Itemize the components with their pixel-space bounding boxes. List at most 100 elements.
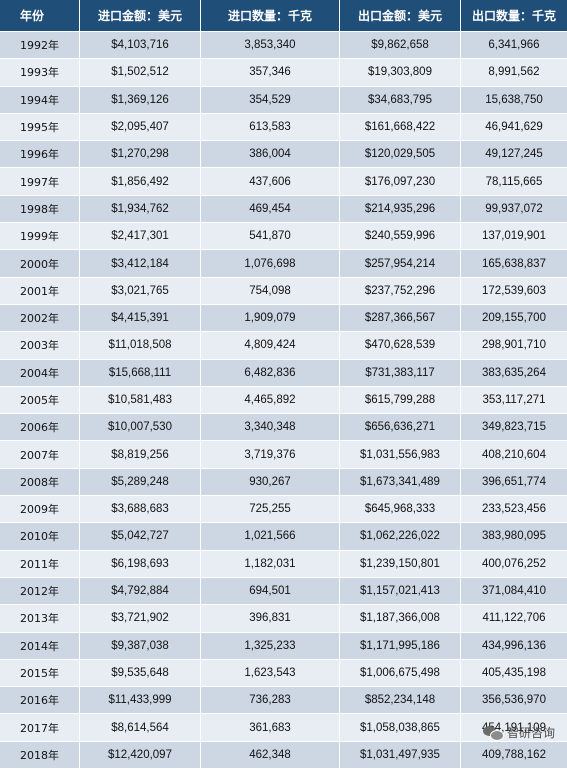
cell-export-quantity: 409,788,162: [461, 741, 567, 770]
cell-import-quantity: 354,529: [201, 86, 340, 114]
cell-export-value: $1,062,226,022: [340, 523, 461, 551]
cell-export-quantity: 46,941,629: [461, 113, 567, 142]
cell-export-value: $19,303,809: [340, 59, 461, 87]
cell-export-quantity: 396,651,774: [461, 468, 567, 497]
cell-export-value: $120,029,505: [340, 141, 461, 169]
cell-year: 2004年: [0, 359, 80, 387]
header-row: 年份 进口金额：美元 进口数量：千克 出口金额：美元 出口数量：千克: [0, 0, 567, 32]
table-row: 2001年 $3,021,765 754,098 $237,752,296 172,53…: [0, 277, 567, 305]
table-row: 2009年 $3,688,683 725,255 $645,968,333 233,52…: [0, 496, 567, 524]
cell-year: 2000年: [0, 250, 80, 278]
cell-import-quantity: 1,909,079: [201, 304, 340, 333]
cell-year: 1996年: [0, 141, 80, 169]
cell-import-value: $4,415,391: [80, 304, 201, 333]
table-row: 2015年 $9,535,648 1,623,543 $1,006,675,498 40…: [0, 659, 567, 688]
wechat-icon: [482, 725, 504, 741]
cell-import-quantity: 357,346: [201, 59, 340, 87]
cell-import-value: $1,934,762: [80, 195, 201, 224]
cell-import-quantity: 541,870: [201, 223, 340, 251]
cell-export-value: $731,383,117: [340, 359, 461, 387]
cell-import-quantity: 613,583: [201, 113, 340, 142]
table-row: 2004年 $15,668,111 6,482,836 $731,383,117 383…: [0, 359, 567, 387]
cell-import-quantity: 361,683: [201, 714, 340, 742]
cell-import-quantity: 437,606: [201, 168, 340, 196]
cell-export-quantity: 400,076,252: [461, 550, 567, 578]
cell-import-value: $12,420,097: [80, 741, 201, 770]
cell-import-quantity: 386,004: [201, 141, 340, 169]
cell-export-quantity: 78,115,665: [461, 168, 567, 196]
cell-import-value: $4,792,884: [80, 577, 201, 606]
cell-export-value: $1,031,556,983: [340, 441, 461, 469]
cell-import-value: $3,021,765: [80, 277, 201, 305]
cell-export-quantity: 383,980,095: [461, 523, 567, 551]
table-row: 2006年 $10,007,530 3,340,348 $656,636,271 349…: [0, 414, 567, 442]
cell-import-quantity: 1,325,233: [201, 632, 340, 660]
cell-year: 2001年: [0, 277, 80, 305]
cell-import-value: $1,502,512: [80, 59, 201, 87]
cell-year: 1994年: [0, 86, 80, 114]
cell-import-value: $10,007,530: [80, 414, 201, 442]
table-row: 2014年 $9,387,038 1,325,233 $1,171,995,186 43…: [0, 632, 567, 660]
cell-export-quantity: 15,638,750: [461, 86, 567, 114]
watermark: 智研咨询: [482, 724, 555, 741]
watermark-text: 智研咨询: [506, 726, 555, 740]
cell-year: 2008年: [0, 468, 80, 497]
cell-export-quantity: 99,937,072: [461, 195, 567, 224]
cell-import-value: $5,289,248: [80, 468, 201, 497]
cell-export-value: $1,239,150,801: [340, 550, 461, 578]
cell-export-value: $9,862,658: [340, 32, 461, 60]
cell-import-value: $10,581,483: [80, 386, 201, 415]
cell-export-value: $161,668,422: [340, 113, 461, 142]
cell-export-value: $1,171,995,186: [340, 632, 461, 660]
cell-year: 2017年: [0, 714, 80, 742]
cell-import-value: $1,270,298: [80, 141, 201, 169]
table-row: 2013年 $3,721,902 396,831 $1,187,366,008 411,…: [0, 605, 567, 633]
cell-export-quantity: 49,127,245: [461, 141, 567, 169]
header-year: 年份: [0, 0, 80, 32]
cell-year: 2018年: [0, 741, 80, 770]
cell-export-quantity: 172,539,603: [461, 277, 567, 305]
cell-import-value: $11,433,999: [80, 687, 201, 715]
table-row: 2003年 $11,018,508 4,809,424 $470,628,539 298…: [0, 332, 567, 360]
cell-year: 2002年: [0, 304, 80, 333]
cell-year: 1997年: [0, 168, 80, 196]
cell-export-value: $176,097,230: [340, 168, 461, 196]
table-row: 1998年 $1,934,762 469,454 $214,935,296 99,937…: [0, 195, 567, 224]
cell-import-quantity: 1,623,543: [201, 659, 340, 688]
cell-year: 1998年: [0, 195, 80, 224]
cell-import-value: $3,721,902: [80, 605, 201, 633]
cell-export-value: $34,683,795: [340, 86, 461, 114]
cell-import-value: $3,688,683: [80, 496, 201, 524]
cell-export-value: $615,799,288: [340, 386, 461, 415]
table-row: 2012年 $4,792,884 694,501 $1,157,021,413 371,…: [0, 577, 567, 606]
cell-import-value: $2,095,407: [80, 113, 201, 142]
cell-year: 2014年: [0, 632, 80, 660]
table-row: 1992年 $4,103,716 3,853,340 $9,862,658 6,341,…: [0, 32, 567, 60]
cell-export-value: $1,673,341,489: [340, 468, 461, 497]
cell-year: 1993年: [0, 59, 80, 87]
cell-export-value: $237,752,296: [340, 277, 461, 305]
cell-import-value: $1,369,126: [80, 86, 201, 114]
cell-import-value: $15,668,111: [80, 359, 201, 387]
cell-export-value: $214,935,296: [340, 195, 461, 224]
cell-year: 2013年: [0, 605, 80, 633]
cell-import-quantity: 725,255: [201, 496, 340, 524]
cell-import-value: $6,198,693: [80, 550, 201, 578]
cell-export-value: $1,031,497,935: [340, 741, 461, 770]
cell-import-quantity: 754,098: [201, 277, 340, 305]
cell-import-quantity: 694,501: [201, 577, 340, 606]
cell-year: 2010年: [0, 523, 80, 551]
table-row: 1995年 $2,095,407 613,583 $161,668,422 46,941…: [0, 113, 567, 142]
cell-export-quantity: 233,523,456: [461, 496, 567, 524]
cell-export-value: $852,234,148: [340, 687, 461, 715]
cell-export-value: $656,636,271: [340, 414, 461, 442]
cell-export-quantity: 6,341,966: [461, 32, 567, 60]
cell-export-value: $240,559,996: [340, 223, 461, 251]
cell-export-value: $1,187,366,008: [340, 605, 461, 633]
cell-import-quantity: 3,853,340: [201, 32, 340, 60]
cell-export-value: $1,058,038,865: [340, 714, 461, 742]
header-import-quantity: 进口数量：千克: [201, 0, 340, 32]
cell-export-quantity: 434,996,136: [461, 632, 567, 660]
cell-year: 2003年: [0, 332, 80, 360]
